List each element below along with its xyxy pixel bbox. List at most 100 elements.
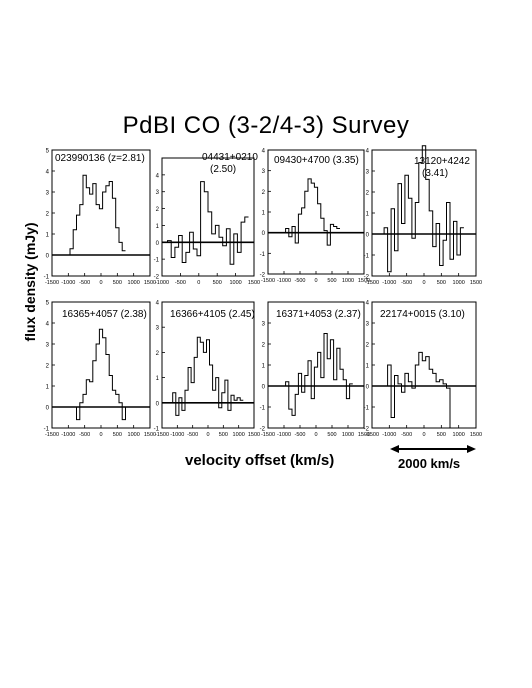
y-tick-label: 3 bbox=[156, 190, 160, 196]
y-tick-label: 0 bbox=[366, 385, 370, 391]
y-tick-label: -1 bbox=[44, 427, 50, 433]
panel-title: 22174+0015 (3.10) bbox=[380, 309, 465, 320]
scale-bar-label: 2000 km/s bbox=[398, 456, 461, 471]
scale-arrow-right-head bbox=[467, 445, 476, 453]
scale-arrow bbox=[390, 445, 476, 453]
x-tick-label: -1000 bbox=[61, 280, 75, 286]
x-tick-label: -1000 bbox=[277, 278, 291, 284]
panel-title: 13120+4242 (3.41) bbox=[414, 156, 470, 179]
x-tick-label: 1000 bbox=[342, 278, 354, 284]
y-tick-label: 1 bbox=[366, 364, 370, 370]
spectrum-line bbox=[285, 178, 340, 246]
y-tick-label: -1 bbox=[44, 275, 50, 281]
scale-arrow-left-head bbox=[390, 445, 399, 453]
x-tick-label: 0 bbox=[422, 432, 425, 438]
x-tick-label: 0 bbox=[99, 432, 102, 438]
y-tick-label: 0 bbox=[262, 231, 266, 237]
x-tick-label: -1500 bbox=[261, 432, 275, 438]
spectrum-panel-7: -2 -1 0 1 2 3 -1500 -1000 -500 0 500 1000 1500 16371+… bbox=[260, 301, 370, 438]
x-tick-label: -1500 bbox=[45, 280, 59, 286]
y-tick-label: 3 bbox=[156, 326, 160, 332]
y-tick-label: -2 bbox=[260, 427, 266, 433]
x-tick-label: 1500 bbox=[470, 432, 482, 438]
y-tick-label: 3 bbox=[366, 170, 370, 176]
x-tick-label: -500 bbox=[187, 432, 198, 438]
x-tick-label: 0 bbox=[314, 278, 317, 284]
y-tick-label: 1 bbox=[46, 385, 50, 391]
panel-frame bbox=[51, 301, 151, 429]
y-tick-label: 0 bbox=[156, 241, 160, 247]
y-tick-label: 3 bbox=[262, 169, 266, 175]
spectrum-panel-6: -1 0 1 2 3 4 -1500 -1000 -500 0 500 1000 1500 16366+4… bbox=[154, 301, 260, 439]
x-tick-label: -500 bbox=[175, 280, 186, 286]
y-tick-label: 0 bbox=[156, 401, 160, 407]
y-tick-label: 4 bbox=[366, 301, 370, 307]
x-tick-label: 0 bbox=[99, 280, 102, 286]
x-tick-label: -1000 bbox=[382, 432, 396, 438]
y-tick-label: -1 bbox=[364, 406, 370, 412]
x-tick-label: -1500 bbox=[261, 278, 275, 284]
y-tick-label: -1 bbox=[260, 252, 266, 258]
y-tick-label: -1 bbox=[364, 254, 370, 260]
x-tick-label: 1500 bbox=[358, 278, 370, 284]
x-tick-label: -1500 bbox=[45, 432, 59, 438]
x-tick-label: -500 bbox=[79, 280, 90, 286]
y-tick-label: 2 bbox=[156, 207, 160, 213]
x-tick-label: -1000 bbox=[277, 432, 291, 438]
spectrum-line bbox=[69, 174, 126, 255]
x-tick-label: 0 bbox=[422, 280, 425, 286]
x-tick-label: -1500 bbox=[365, 280, 379, 286]
x-tick-label: 1500 bbox=[248, 432, 260, 438]
x-tick-label: 1500 bbox=[358, 432, 370, 438]
spectrum-line bbox=[167, 181, 249, 265]
y-tick-label: 0 bbox=[262, 385, 266, 391]
x-tick-label: 500 bbox=[327, 278, 336, 284]
spectrum-line bbox=[387, 351, 454, 429]
x-tick-label: -500 bbox=[79, 432, 90, 438]
y-tick-label: 4 bbox=[156, 173, 160, 179]
spectrum-panel-3: -2 -1 0 1 2 3 4 -1500 -1000 -500 0 500 1000 1500 09430… bbox=[260, 149, 370, 285]
x-tick-label: 1000 bbox=[233, 432, 245, 438]
y-tick-label: -2 bbox=[364, 275, 370, 281]
x-tick-label: 0 bbox=[206, 432, 209, 438]
x-tick-label: -500 bbox=[294, 278, 305, 284]
y-tick-label: 2 bbox=[46, 364, 50, 370]
x-tick-label: 500 bbox=[437, 280, 446, 286]
y-tick-label: 1 bbox=[366, 212, 370, 218]
y-tick-label: -2 bbox=[260, 273, 266, 279]
x-tick-label: 1500 bbox=[144, 280, 156, 286]
x-tick-label: -1000 bbox=[382, 280, 396, 286]
y-tick-label: 2 bbox=[262, 190, 266, 196]
x-tick-label: 1500 bbox=[248, 280, 260, 286]
spectrum-panel-5: -1 0 1 2 3 4 5 -1500 -1000 -500 0 500 1000 1500 16365+… bbox=[44, 301, 156, 439]
spectrum-panel-8: -2 -1 0 1 2 3 4 -1500 -1000 -500 0 500 1000 1500 22174… bbox=[364, 301, 482, 439]
y-tick-label: -1 bbox=[154, 258, 160, 264]
y-tick-label: 2 bbox=[46, 212, 50, 218]
y-tick-label: 3 bbox=[46, 191, 50, 197]
x-tick-label: 500 bbox=[113, 432, 122, 438]
x-tick-label: 500 bbox=[213, 280, 222, 286]
x-axis-label: velocity offset (km/s) bbox=[185, 452, 335, 469]
y-tick-label: 2 bbox=[156, 351, 160, 357]
spectrum-line bbox=[76, 328, 129, 421]
y-tick-label: 0 bbox=[46, 254, 50, 260]
y-tick-label: 2 bbox=[366, 343, 370, 349]
y-tick-label: 1 bbox=[156, 224, 160, 230]
y-tick-label: 1 bbox=[46, 233, 50, 239]
panel-title: 023990136 (z=2.81) bbox=[55, 153, 145, 164]
x-tick-label: 1000 bbox=[229, 280, 241, 286]
x-tick-label: -500 bbox=[401, 432, 412, 438]
x-tick-label: -1500 bbox=[155, 432, 169, 438]
x-tick-label: 1500 bbox=[470, 280, 482, 286]
y-tick-label: 5 bbox=[46, 301, 50, 307]
panel-title: 16366+4105 (2.45) bbox=[170, 309, 255, 320]
x-tick-label: 1000 bbox=[453, 280, 465, 286]
y-tick-label: -1 bbox=[260, 406, 266, 412]
x-tick-label: -500 bbox=[401, 280, 412, 286]
y-tick-label: 2 bbox=[366, 191, 370, 197]
x-tick-label: -1000 bbox=[170, 432, 184, 438]
y-tick-label: 4 bbox=[366, 149, 370, 155]
y-tick-label: 4 bbox=[46, 170, 50, 176]
panel-title: 04431+0210 (2.50) bbox=[202, 152, 258, 175]
y-tick-label: 0 bbox=[46, 406, 50, 412]
